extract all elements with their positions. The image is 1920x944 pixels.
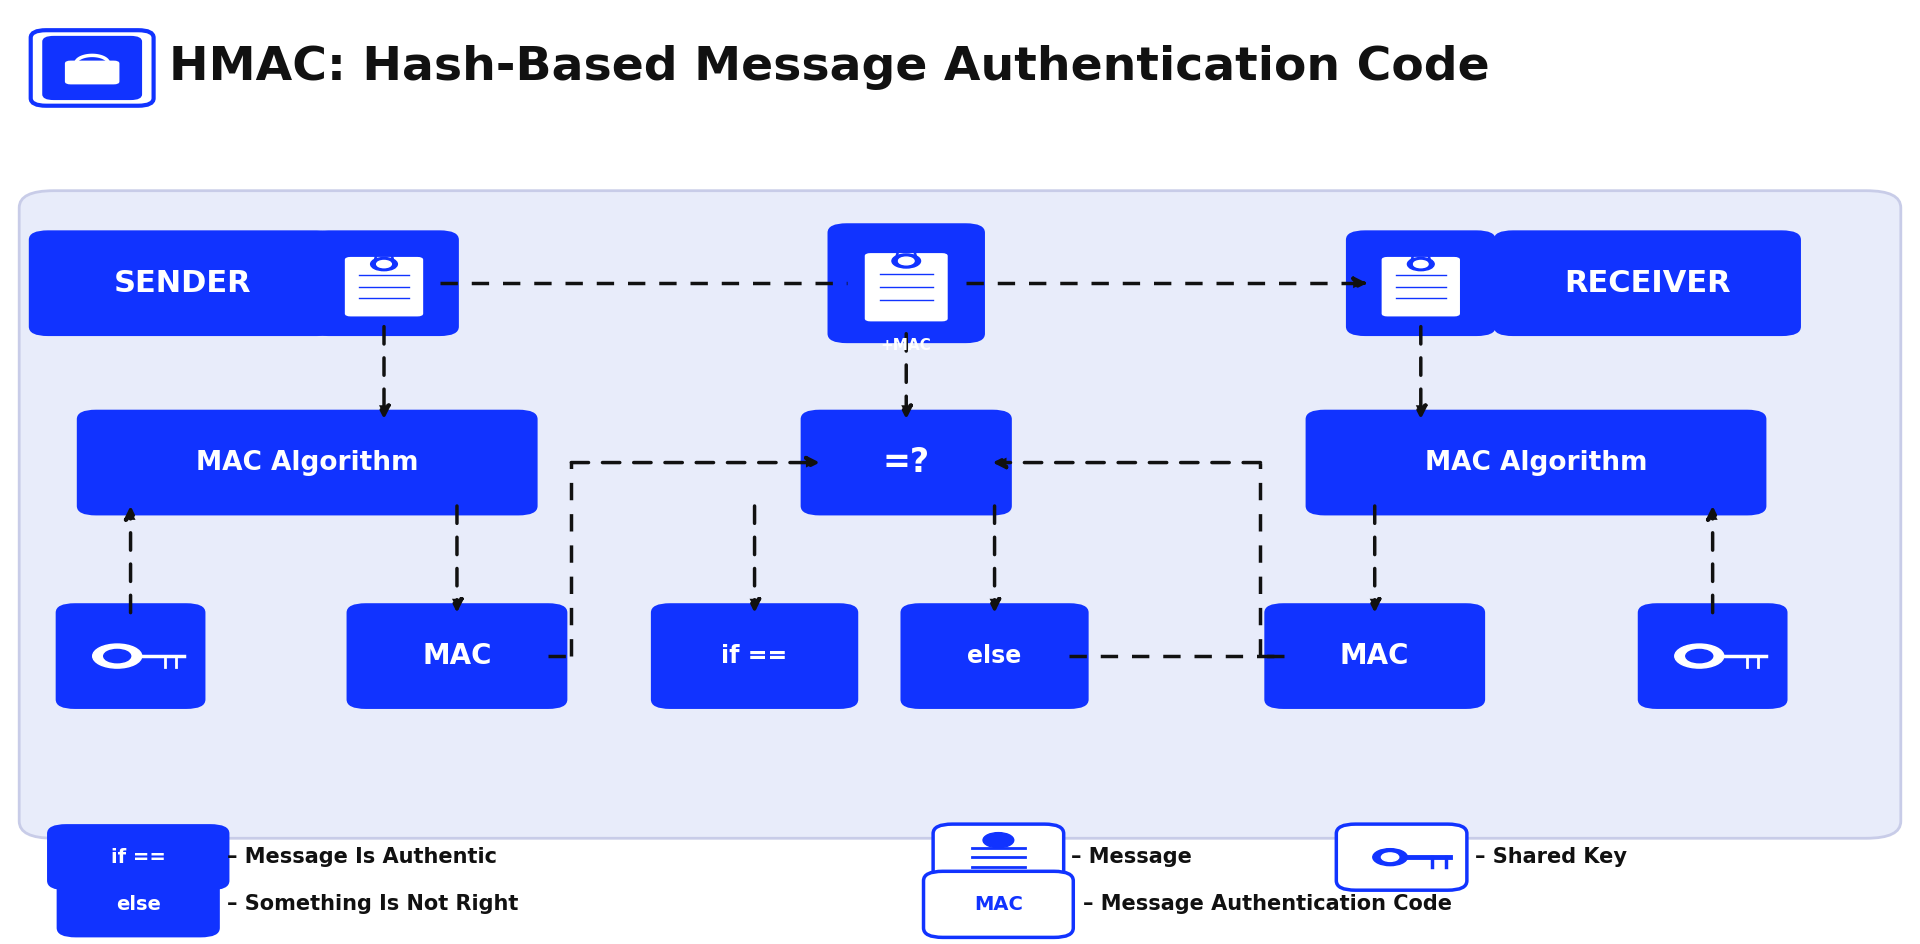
FancyBboxPatch shape (1306, 410, 1766, 515)
FancyBboxPatch shape (65, 60, 119, 84)
Circle shape (983, 833, 1014, 848)
FancyBboxPatch shape (1638, 603, 1788, 709)
Circle shape (1407, 258, 1434, 271)
Circle shape (376, 261, 392, 268)
Text: MAC: MAC (973, 895, 1023, 914)
FancyBboxPatch shape (77, 410, 538, 515)
FancyBboxPatch shape (346, 257, 422, 316)
Text: – Message Is Authentic: – Message Is Authentic (227, 847, 497, 868)
Text: +MAC: +MAC (881, 338, 931, 352)
Text: SENDER: SENDER (113, 269, 252, 297)
FancyBboxPatch shape (31, 30, 154, 106)
Text: if ==: if == (722, 644, 787, 668)
Text: – Message: – Message (1071, 847, 1192, 868)
Text: MAC Algorithm: MAC Algorithm (1425, 449, 1647, 476)
Text: – Message Authentication Code: – Message Authentication Code (1083, 894, 1452, 915)
FancyBboxPatch shape (1494, 230, 1801, 336)
Text: HMAC: Hash-Based Message Authentication Code: HMAC: Hash-Based Message Authentication … (169, 45, 1490, 91)
Circle shape (1674, 644, 1724, 668)
FancyBboxPatch shape (828, 224, 985, 344)
Circle shape (371, 258, 397, 271)
FancyBboxPatch shape (1346, 230, 1496, 336)
FancyBboxPatch shape (42, 36, 142, 100)
Circle shape (1686, 649, 1713, 663)
Text: – Shared Key: – Shared Key (1475, 847, 1626, 868)
Text: =?: =? (883, 447, 929, 479)
FancyBboxPatch shape (924, 871, 1073, 937)
FancyBboxPatch shape (309, 230, 459, 336)
FancyBboxPatch shape (864, 253, 948, 321)
FancyBboxPatch shape (801, 410, 1012, 515)
FancyBboxPatch shape (1336, 824, 1467, 890)
FancyBboxPatch shape (933, 824, 1064, 890)
Text: MAC: MAC (422, 642, 492, 670)
Circle shape (899, 257, 914, 265)
FancyBboxPatch shape (651, 603, 858, 709)
Circle shape (1413, 261, 1428, 268)
Text: else: else (968, 644, 1021, 668)
Text: – Something Is Not Right: – Something Is Not Right (227, 894, 518, 915)
FancyBboxPatch shape (19, 191, 1901, 838)
Circle shape (893, 254, 920, 268)
Text: MAC Algorithm: MAC Algorithm (196, 449, 419, 476)
Text: if ==: if == (111, 848, 165, 867)
Text: MAC: MAC (1340, 642, 1409, 670)
Text: RECEIVER: RECEIVER (1565, 269, 1730, 297)
FancyBboxPatch shape (346, 603, 568, 709)
Circle shape (1373, 849, 1407, 866)
Circle shape (92, 644, 142, 668)
FancyBboxPatch shape (56, 603, 205, 709)
Text: else: else (115, 895, 161, 914)
FancyBboxPatch shape (56, 871, 219, 937)
FancyBboxPatch shape (46, 824, 230, 890)
FancyBboxPatch shape (900, 603, 1089, 709)
FancyBboxPatch shape (1263, 603, 1486, 709)
FancyBboxPatch shape (29, 230, 336, 336)
FancyBboxPatch shape (1382, 257, 1459, 316)
Circle shape (104, 649, 131, 663)
Circle shape (1380, 853, 1398, 861)
